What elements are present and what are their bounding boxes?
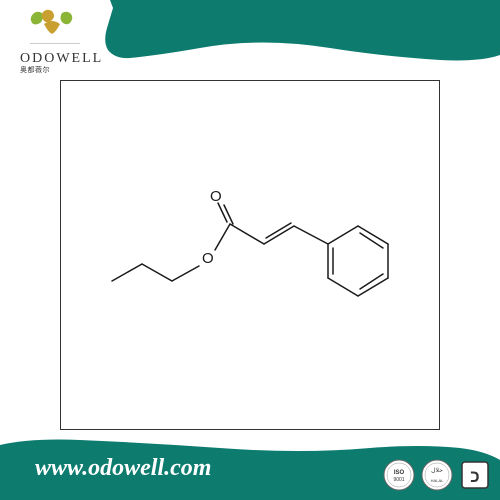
certification-badges: ISO 9001 حلال HALAL כ bbox=[382, 458, 492, 492]
svg-text:حلال: حلال bbox=[431, 467, 443, 474]
svg-text:9001: 9001 bbox=[393, 477, 404, 483]
svg-text:ISO: ISO bbox=[394, 470, 405, 476]
svg-text:כ: כ bbox=[470, 467, 479, 486]
atom-label-o1: O bbox=[210, 188, 222, 205]
website-url: www.odowell.com bbox=[35, 455, 211, 482]
atom-label-o2: O bbox=[202, 250, 214, 267]
leaf-icon bbox=[20, 8, 90, 44]
kosher-badge-icon: כ bbox=[458, 458, 492, 492]
iso-badge-icon: ISO 9001 bbox=[382, 458, 416, 492]
svg-text:HALAL: HALAL bbox=[431, 478, 444, 483]
halal-badge-icon: حلال HALAL bbox=[420, 458, 454, 492]
content-panel: O O bbox=[60, 80, 440, 430]
brand-logo: ODOWELL 奥都薇尔 bbox=[20, 8, 103, 75]
molecule-diagram: O O bbox=[80, 156, 420, 336]
